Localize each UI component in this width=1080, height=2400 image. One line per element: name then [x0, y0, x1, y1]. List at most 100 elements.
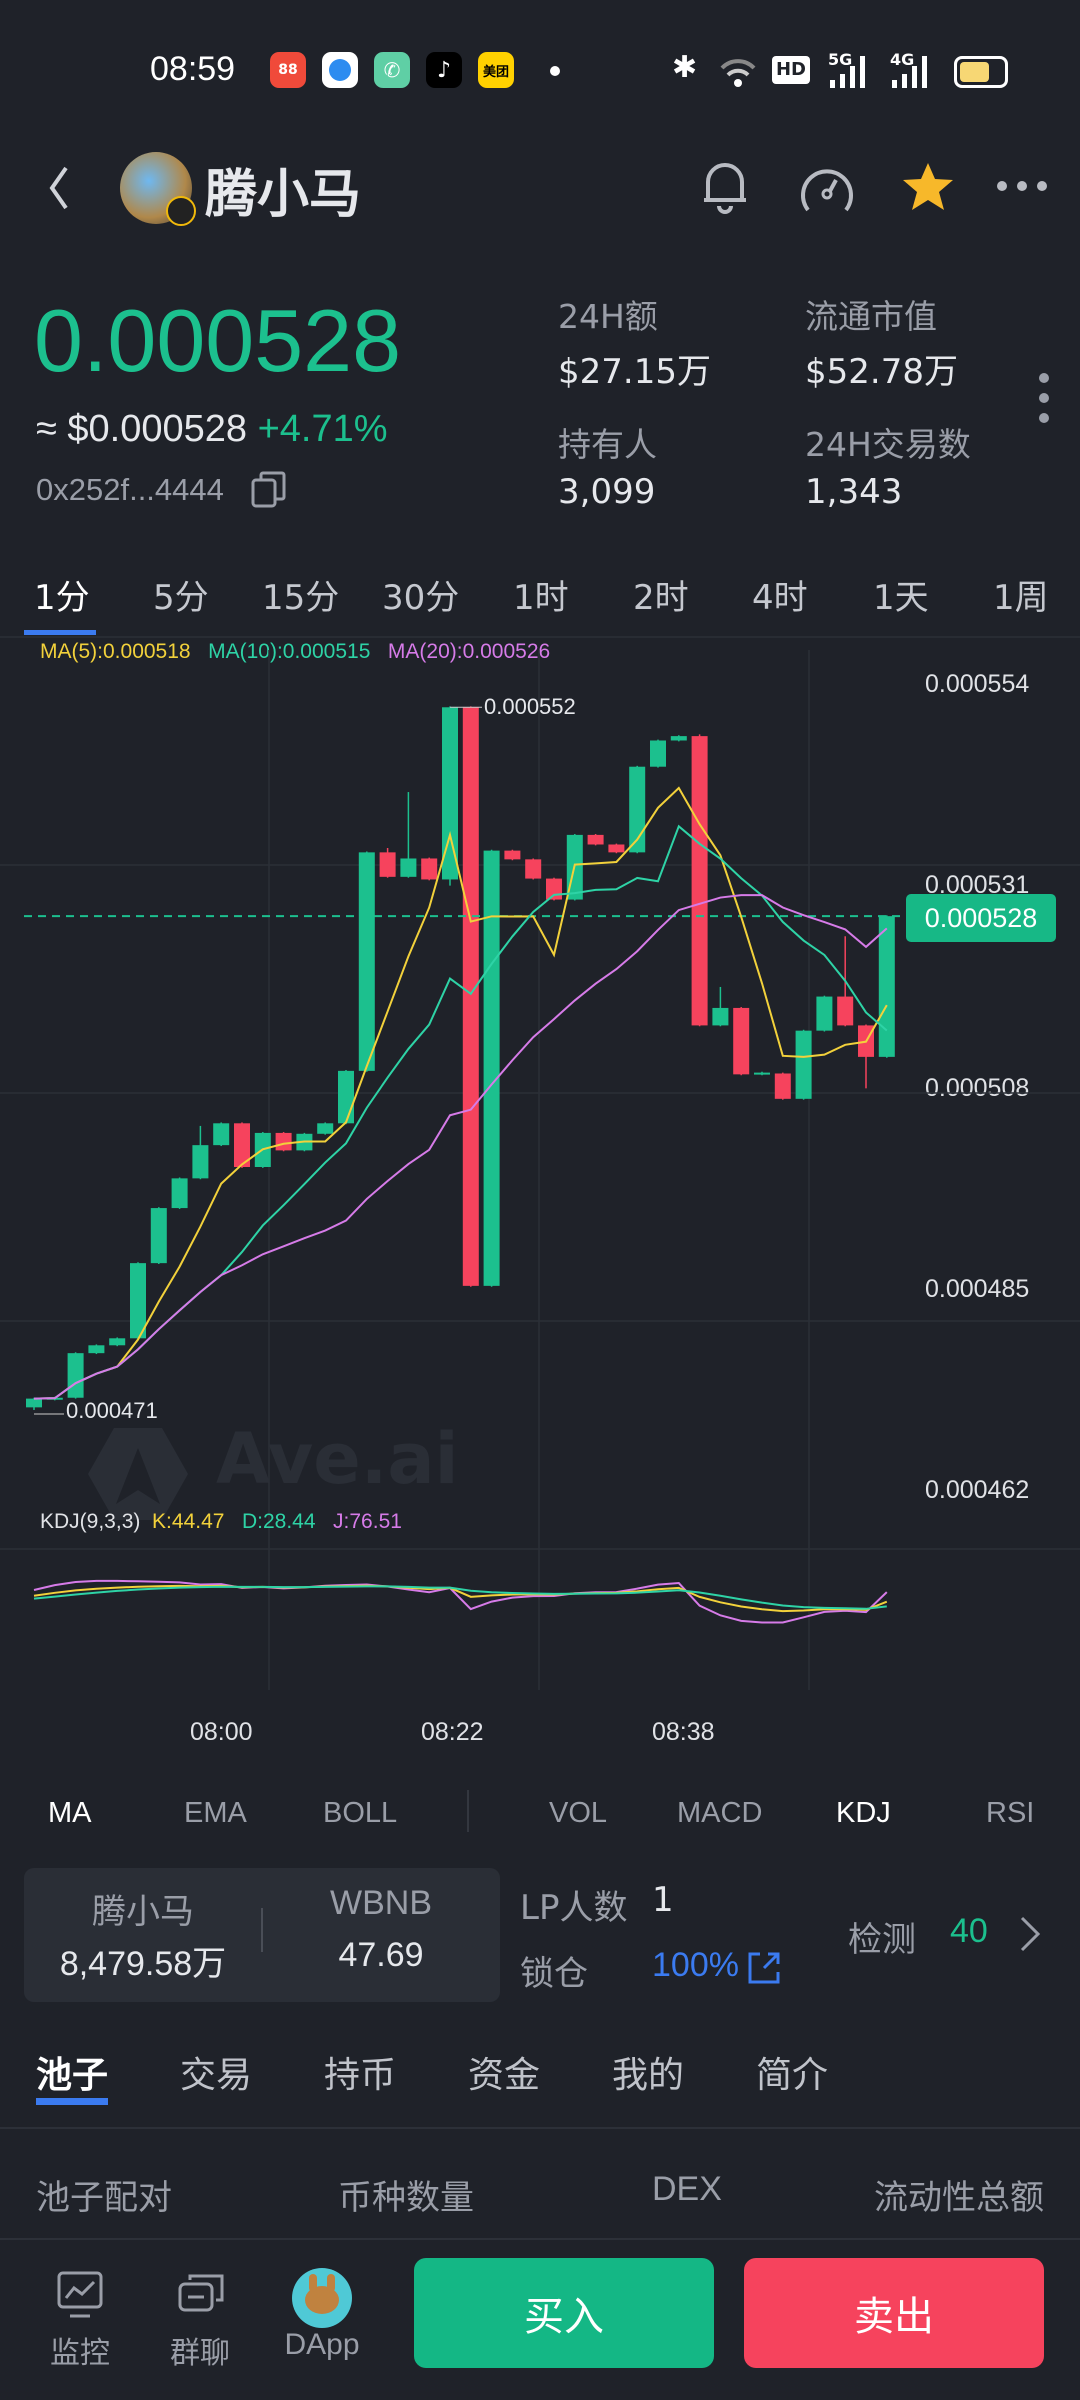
timeframe-15m[interactable]: 15分	[262, 578, 340, 618]
pinduoduo-app-icon: 88	[270, 52, 306, 88]
lp-count-value: 1	[652, 1880, 674, 1920]
security-check-label[interactable]: 检测	[848, 1920, 916, 1960]
x-tick-label: 08:00	[190, 1718, 253, 1746]
indicator-rsi[interactable]: RSI	[986, 1797, 1035, 1829]
candle-up	[67, 1353, 84, 1398]
network-5g-label: 5G	[828, 50, 853, 69]
ma5-legend: MA(5):0.000518	[40, 640, 191, 663]
candle-up	[816, 996, 833, 1031]
y-tick-label: 0.000462	[925, 1476, 1030, 1504]
ma20-legend: MA(20):0.000526	[387, 640, 551, 663]
candle-up	[650, 740, 666, 767]
tab-mine[interactable]: 我的	[612, 2055, 685, 2096]
timeframe-30m[interactable]: 30分	[382, 578, 460, 618]
price-usd: ≈ $0.000528	[36, 408, 248, 450]
back-icon[interactable]	[44, 164, 74, 212]
lock-label: 锁仓	[520, 1954, 588, 1994]
indicator-ema[interactable]: EMA	[184, 1797, 247, 1829]
timeframe-1m[interactable]: 1分	[34, 578, 90, 618]
bell-icon[interactable]	[698, 158, 752, 216]
token-a-name: 腾小马	[92, 1892, 194, 1932]
candle-up	[400, 858, 417, 877]
column-header-liquidity: 流动性总额	[874, 2178, 1044, 2218]
timeframe-1h[interactable]: 1时	[513, 578, 569, 618]
candle-down	[525, 859, 542, 879]
timeframe-2h[interactable]: 2时	[633, 578, 689, 618]
nav-monitor[interactable]: 监控	[40, 2270, 120, 2371]
x-tick-label: 08:22	[421, 1718, 484, 1746]
tab-holders[interactable]: 持币	[324, 2055, 397, 2096]
high-price-label: 0.000552	[484, 694, 576, 719]
kdj-d-line	[33, 1585, 887, 1610]
kdj-j-value: J:76.51	[333, 1510, 402, 1533]
tab-pool[interactable]: 池子	[36, 2055, 109, 2096]
chat-icon	[178, 2274, 224, 2312]
candle-up	[317, 1123, 334, 1134]
candle-down	[546, 878, 562, 900]
security-check-score[interactable]: 40	[950, 1912, 988, 1950]
sell-button[interactable]: 卖出	[744, 2258, 1044, 2368]
token-a-amount: 8,479.58万	[59, 1945, 227, 1983]
stat-label-24h-trades: 24H交易数	[805, 425, 971, 464]
y-tick-label: 0.000485	[925, 1275, 1030, 1303]
ave-ai-watermark-logo	[84, 1420, 192, 1528]
candle-down	[733, 1007, 750, 1075]
ave-ai-watermark-text: Ave.ai	[216, 1418, 459, 1500]
lock-value[interactable]: 100%	[652, 1946, 739, 1984]
nav-dapp[interactable]: DApp	[276, 2268, 368, 2370]
candle-down	[858, 1025, 874, 1057]
tab-funds[interactable]: 资金	[468, 2055, 541, 2096]
timeframe-4h[interactable]: 4时	[752, 578, 808, 618]
timeframe-1d[interactable]: 1天	[873, 578, 929, 618]
candle-up	[296, 1133, 313, 1151]
tab-intro[interactable]: 简介	[756, 2055, 829, 2096]
tabs-divider	[0, 2127, 1080, 2129]
vertical-more-icon[interactable]	[1036, 372, 1052, 424]
copy-icon[interactable]	[250, 470, 288, 510]
ma10-line	[33, 824, 888, 1400]
meituan-app-icon: 美团	[478, 52, 514, 88]
candle-up	[254, 1132, 271, 1167]
kdj-k-line	[33, 1584, 888, 1613]
token-b-name: WBNB	[330, 1884, 432, 1922]
timeframe-5m[interactable]: 5分	[153, 578, 209, 618]
column-header-pair: 池子配对	[36, 2178, 172, 2218]
favorite-star-icon[interactable]	[900, 160, 956, 214]
indicator-boll[interactable]: BOLL	[323, 1797, 398, 1829]
status-time: 08:59	[150, 50, 236, 88]
candle-down	[587, 834, 604, 845]
candle-up	[878, 916, 895, 1057]
candle-up	[150, 1208, 167, 1264]
nav-monitor-label: 监控	[50, 2336, 110, 2371]
wifi-icon	[720, 59, 756, 87]
candle-up	[26, 1398, 42, 1408]
current-price-tag: 0.000528	[906, 894, 1056, 942]
y-tick-label: 0.000508	[925, 1074, 1030, 1102]
nav-group-chat[interactable]: 群聊	[160, 2270, 240, 2371]
timeframe-1w[interactable]: 1周	[993, 578, 1049, 618]
tiktok-app-icon: ♪	[426, 52, 462, 88]
indicator-kdj[interactable]: KDJ	[836, 1797, 891, 1829]
kdj-k-value: K:44.47	[152, 1510, 225, 1533]
candle-down	[608, 844, 625, 853]
stat-label-market-cap: 流通市值	[805, 297, 937, 336]
external-link-icon[interactable]	[746, 1950, 782, 1986]
gauge-icon[interactable]	[796, 160, 858, 218]
indicator-vol[interactable]: VOL	[549, 1797, 608, 1829]
chevron-right-icon[interactable]	[1018, 1914, 1042, 1954]
ma5-line	[33, 786, 888, 1400]
indicator-macd[interactable]: MACD	[677, 1797, 763, 1829]
candle-down	[691, 736, 708, 1026]
signal-5g-icon	[830, 56, 865, 88]
candle-up	[130, 1263, 146, 1339]
ma10-legend: MA(10):0.000515	[208, 640, 371, 663]
candle-down	[421, 858, 438, 880]
tab-trades[interactable]: 交易	[180, 2055, 253, 2096]
buy-button[interactable]: 买入	[414, 2258, 714, 2368]
kdj-title: KDJ(9,3,3)	[40, 1510, 141, 1533]
timeframe-active-indicator	[24, 630, 96, 635]
candle-down	[234, 1123, 250, 1167]
candle-up	[795, 1030, 812, 1099]
indicator-ma[interactable]: MA	[48, 1797, 92, 1829]
more-options-icon[interactable]	[996, 178, 1048, 194]
